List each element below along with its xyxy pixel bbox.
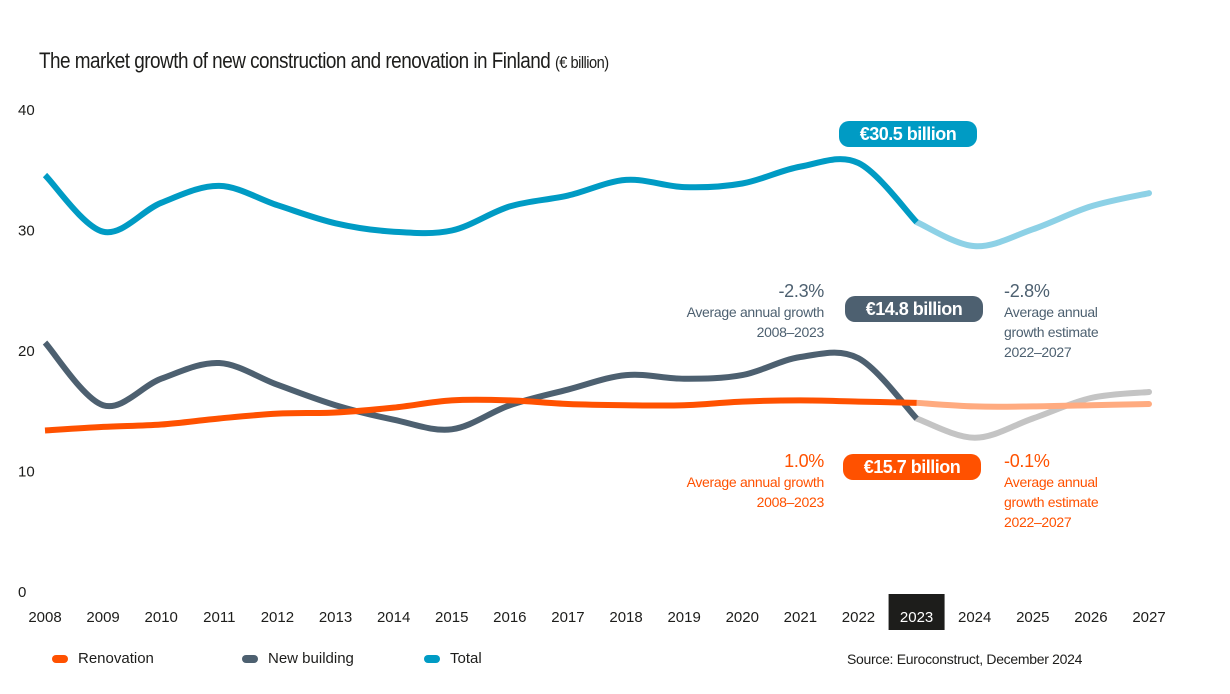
growth-label: Average annual growth	[686, 474, 825, 490]
growth-percent: -0.1%	[1004, 451, 1050, 471]
renovation-swatch	[52, 654, 68, 663]
legend-label: Total	[450, 650, 482, 667]
x-tick-label: 2025	[1016, 609, 1049, 626]
chart-title: The market growth of new construction an…	[39, 48, 609, 74]
legend-item-new-building: New building	[242, 650, 424, 667]
x-tick-label: 2018	[609, 609, 642, 626]
y-tick-label: 40	[18, 102, 35, 119]
x-tick-label: 2013	[319, 609, 352, 626]
renovation-value-pill: €15.7 billion	[843, 454, 981, 480]
legend-label: Renovation	[78, 650, 154, 667]
renovation-historical-growth-note: 1.0% Average annual growth 2008–2023	[686, 450, 825, 512]
new-building-forecast-line	[913, 388, 1152, 441]
new-building-forecast-growth-note: -2.8% Average annual growth estimate 202…	[1004, 280, 1099, 362]
y-tick-label: 0	[18, 584, 26, 601]
legend-label: New building	[268, 650, 354, 667]
series-lines	[42, 156, 1152, 441]
growth-percent: -2.8%	[1004, 281, 1050, 301]
growth-period: 2022–2027	[1004, 514, 1072, 530]
y-axis: 0 10 20 30 40	[18, 102, 35, 601]
x-tick-label: 2010	[145, 609, 178, 626]
x-tick-label: 2017	[551, 609, 584, 626]
chart-title-unit: (€ billion)	[554, 53, 609, 72]
growth-label: Average annual	[1004, 474, 1098, 490]
highlight-year-marker	[888, 594, 945, 630]
x-tick-label: 2027	[1132, 609, 1165, 626]
y-tick-label: 30	[18, 223, 35, 240]
x-tick-label: 2024	[958, 609, 991, 626]
growth-percent: -2.3%	[778, 281, 824, 301]
total-swatch	[424, 654, 440, 663]
x-tick-label: 2008	[28, 609, 61, 626]
growth-label: growth estimate	[1004, 324, 1099, 340]
x-tick-label: 2021	[784, 609, 817, 626]
x-tick-label: 2019	[667, 609, 700, 626]
x-tick-label: 2020	[726, 609, 759, 626]
y-tick-label: 10	[18, 464, 35, 481]
growth-label: growth estimate	[1004, 494, 1099, 510]
total-line	[42, 156, 919, 237]
x-tick-label: 2023	[900, 609, 933, 626]
growth-period: 2008–2023	[756, 494, 825, 510]
x-tick-label: 2014	[377, 609, 410, 626]
legend-item-total: Total	[424, 650, 482, 667]
x-tick-label: 2016	[493, 609, 526, 626]
x-tick-label: 2022	[842, 609, 875, 626]
chart-title-text: The market growth of new construction an…	[39, 48, 551, 73]
y-tick-label: 20	[18, 343, 35, 360]
growth-percent: 1.0%	[784, 451, 824, 471]
x-tick-label: 2011	[203, 609, 235, 626]
x-tick-label: 2026	[1074, 609, 1107, 626]
total-value-pill: €30.5 billion	[839, 121, 977, 147]
renovation-line	[44, 396, 917, 434]
x-tick-label: 2009	[86, 609, 119, 626]
x-tick-label: 2015	[435, 609, 468, 626]
legend-item-renovation: Renovation	[52, 650, 242, 667]
new-building-swatch	[242, 654, 258, 663]
growth-period: 2022–2027	[1004, 344, 1072, 360]
growth-period: 2008–2023	[756, 324, 825, 340]
new-building-historical-growth-note: -2.3% Average annual growth 2008–2023	[686, 280, 825, 342]
total-forecast-line	[913, 190, 1152, 250]
renovation-forecast-growth-note: -0.1% Average annual growth estimate 202…	[1004, 450, 1099, 532]
new-building-line	[42, 340, 919, 433]
growth-label: Average annual	[1004, 304, 1098, 320]
x-axis: 2008 2009 2010 2011 2012 2013 2014 2015 2016 2017…	[28, 594, 1166, 630]
renovation-forecast-line	[913, 399, 1152, 410]
new-building-value-pill: €14.8 billion	[845, 296, 983, 322]
x-tick-label: 2012	[261, 609, 294, 626]
legend: Renovation New building Total	[52, 650, 482, 667]
growth-label: Average annual growth	[686, 304, 825, 320]
source-note: Source: Euroconstruct, December 2024	[847, 651, 1083, 667]
